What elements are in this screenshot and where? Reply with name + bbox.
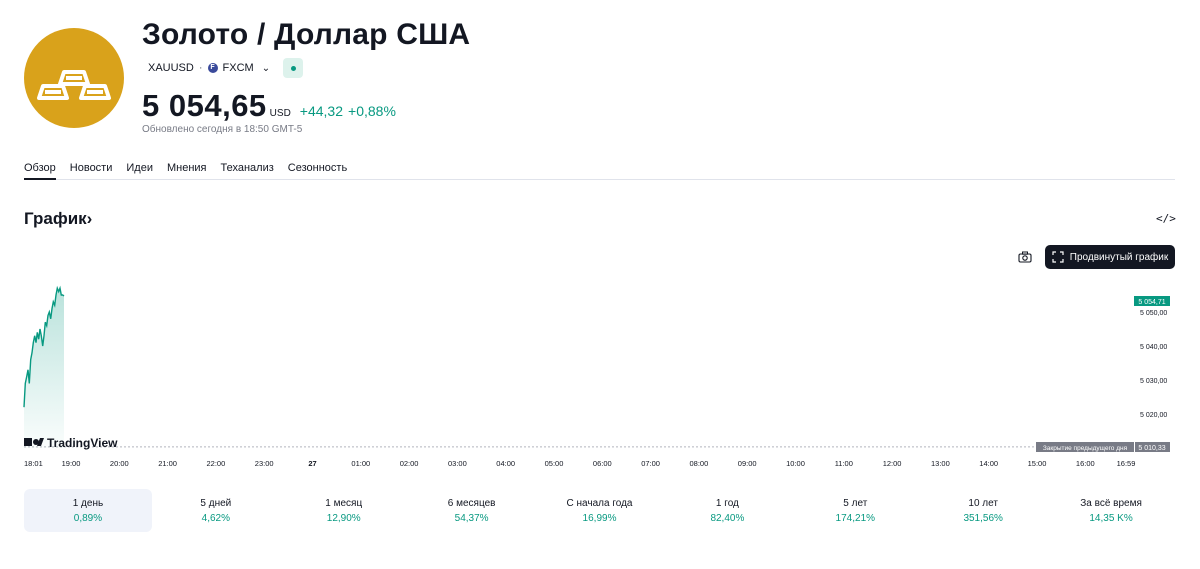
snapshot-button[interactable] xyxy=(1013,246,1037,268)
x-tick-label: 06:00 xyxy=(593,459,612,468)
period-ytd[interactable]: С начала года 16,99% xyxy=(536,489,664,532)
symbol-row: XAUUSD · F FXCM ⌄ xyxy=(142,57,304,79)
status-dot-icon xyxy=(290,65,296,71)
x-tick-label: 18:01 xyxy=(24,459,43,468)
period-value: 54,37% xyxy=(454,512,489,524)
last-price-tag: 5 054,71 xyxy=(1134,296,1170,306)
last-price-label: 5 054,71 xyxy=(1138,299,1165,306)
prev-close-tag: Закрытие предыдущего дня 5 010,33 xyxy=(1036,442,1170,452)
price-row: 5 054,65 USD +44,32 +0,88% xyxy=(142,88,396,124)
price-area xyxy=(24,288,64,448)
x-tick-label: 19:00 xyxy=(62,459,81,468)
x-tick-label: 02:00 xyxy=(400,459,419,468)
tradingview-watermark[interactable]: TradingView xyxy=(24,436,118,450)
x-tick-label: 11:00 xyxy=(835,459,853,468)
y-tick-label: 5 020,00 xyxy=(1140,412,1167,419)
period-value: 12,90% xyxy=(326,512,361,524)
tab-ideas[interactable]: Идеи xyxy=(126,162,153,174)
tab-seasonals[interactable]: Сезонность xyxy=(287,162,348,174)
symbol-exchange-selector[interactable]: XAUUSD · F FXCM ⌄ xyxy=(142,57,277,79)
x-tick-label: 16:00 xyxy=(1076,459,1095,468)
tab-technicals[interactable]: Теханализ xyxy=(220,162,274,174)
period-all-time[interactable]: За всё время 14,35 K% xyxy=(1047,489,1175,532)
page-title: Золото / Доллар США xyxy=(142,18,471,51)
period-label: 1 день xyxy=(72,497,104,509)
y-tick-label: 5 030,00 xyxy=(1140,378,1167,385)
price-line xyxy=(23,285,65,408)
period-label: 5 лет xyxy=(843,497,868,509)
x-tick-label: 10:00 xyxy=(786,459,805,468)
advanced-chart-label: Продвинутый график xyxy=(1069,251,1169,263)
gold-logo xyxy=(24,28,124,128)
x-tick-label: 03:00 xyxy=(448,459,467,468)
tab-bar: Обзор Новости Идеи Мнения Теханализ Сезо… xyxy=(24,160,1175,180)
x-tick-label: 22:00 xyxy=(207,459,226,468)
period-label: 1 месяц xyxy=(325,497,363,509)
x-tick-label: 08:00 xyxy=(690,459,709,468)
tab-opinions[interactable]: Мнения xyxy=(166,162,207,174)
x-tick-label: 21:00 xyxy=(158,459,177,468)
chevron-down-icon: ⌄ xyxy=(261,62,271,74)
market-status-badge[interactable] xyxy=(283,58,304,78)
symbol-code: XAUUSD xyxy=(148,62,194,74)
period-10-years[interactable]: 10 лет 351,56% xyxy=(919,489,1047,532)
tradingview-logo: TradingView xyxy=(47,436,118,450)
x-tick-label: 12:00 xyxy=(883,459,902,468)
advanced-chart-button[interactable]: Продвинутый график xyxy=(1045,245,1175,269)
period-value: 174,21% xyxy=(835,512,876,524)
price-change-percent: +0,88% xyxy=(348,103,396,119)
tab-overview[interactable]: Обзор xyxy=(24,160,56,180)
period-label: 10 лет xyxy=(968,497,998,509)
x-tick-label: 13:00 xyxy=(931,459,950,468)
gold-bars-icon xyxy=(37,70,111,100)
y-tick-label: 5 040,00 xyxy=(1140,344,1167,351)
chart-section-title[interactable]: График› xyxy=(24,209,93,228)
period-value: 16,99% xyxy=(582,512,617,524)
prev-close-text: Закрытие предыдущего дня xyxy=(1043,445,1128,452)
x-tick-label: 04:00 xyxy=(496,459,515,468)
camera-icon xyxy=(1018,251,1032,263)
updated-timestamp: Обновлено сегодня в 18:50 GMT-5 xyxy=(142,124,303,135)
currency: USD xyxy=(269,108,291,119)
current-price: 5 054,65 xyxy=(142,88,267,123)
exchange-icon: F xyxy=(207,63,218,73)
x-tick-label: 05:00 xyxy=(545,459,564,468)
period-performance-bar: 1 день 0,89% 5 дней 4,62% 1 месяц 12,90%… xyxy=(24,489,1175,532)
x-tick-label: 01:00 xyxy=(351,459,370,468)
period-label: 1 год xyxy=(715,497,739,509)
period-6-months[interactable]: 6 месяцев 54,37% xyxy=(408,489,536,532)
prev-close-value: 5 010,33 xyxy=(1138,445,1165,452)
period-value: 0,89% xyxy=(73,512,103,524)
period-value: 14,35 K% xyxy=(1089,512,1133,524)
x-tick-label: 23:00 xyxy=(255,459,274,468)
period-value: 351,56% xyxy=(963,512,1003,524)
x-tick-label: 16:59 xyxy=(1117,459,1136,468)
period-5-days[interactable]: 5 дней 4,62% xyxy=(152,489,280,532)
period-1-day[interactable]: 1 день 0,89% xyxy=(24,489,152,532)
period-1-month[interactable]: 1 месяц 12,90% xyxy=(280,489,408,532)
period-5-years[interactable]: 5 лет 174,21% xyxy=(791,489,919,532)
price-change: +44,32 xyxy=(299,103,344,119)
period-label: 5 дней xyxy=(200,497,232,509)
period-label: 6 месяцев xyxy=(447,497,496,509)
exchange-name: FXCM xyxy=(222,62,254,74)
tab-news[interactable]: Новости xyxy=(69,162,113,174)
x-tick-label: 27 xyxy=(308,459,316,468)
period-1-year[interactable]: 1 год 82,40% xyxy=(663,489,791,532)
period-label: С начала года xyxy=(566,497,633,509)
period-value: 82,40% xyxy=(710,512,745,524)
x-tick-label: 07:00 xyxy=(641,459,660,468)
price-chart[interactable]: 5 020,00 5 030,00 5 040,00 5 050,00 Trading… xyxy=(0,270,1200,480)
x-tick-label: 20:00 xyxy=(110,459,129,468)
separator: · xyxy=(198,62,203,74)
x-tick-label: 15:00 xyxy=(1028,459,1047,468)
period-value: 4,62% xyxy=(201,512,231,524)
x-tick-label: 09:00 xyxy=(738,459,757,468)
x-tick-label: 14:00 xyxy=(979,459,998,468)
fullscreen-icon xyxy=(1052,251,1064,263)
y-tick-label: 5 050,00 xyxy=(1140,310,1167,317)
code-icon[interactable]: </> xyxy=(1156,212,1176,225)
period-label: За всё время xyxy=(1080,497,1142,509)
